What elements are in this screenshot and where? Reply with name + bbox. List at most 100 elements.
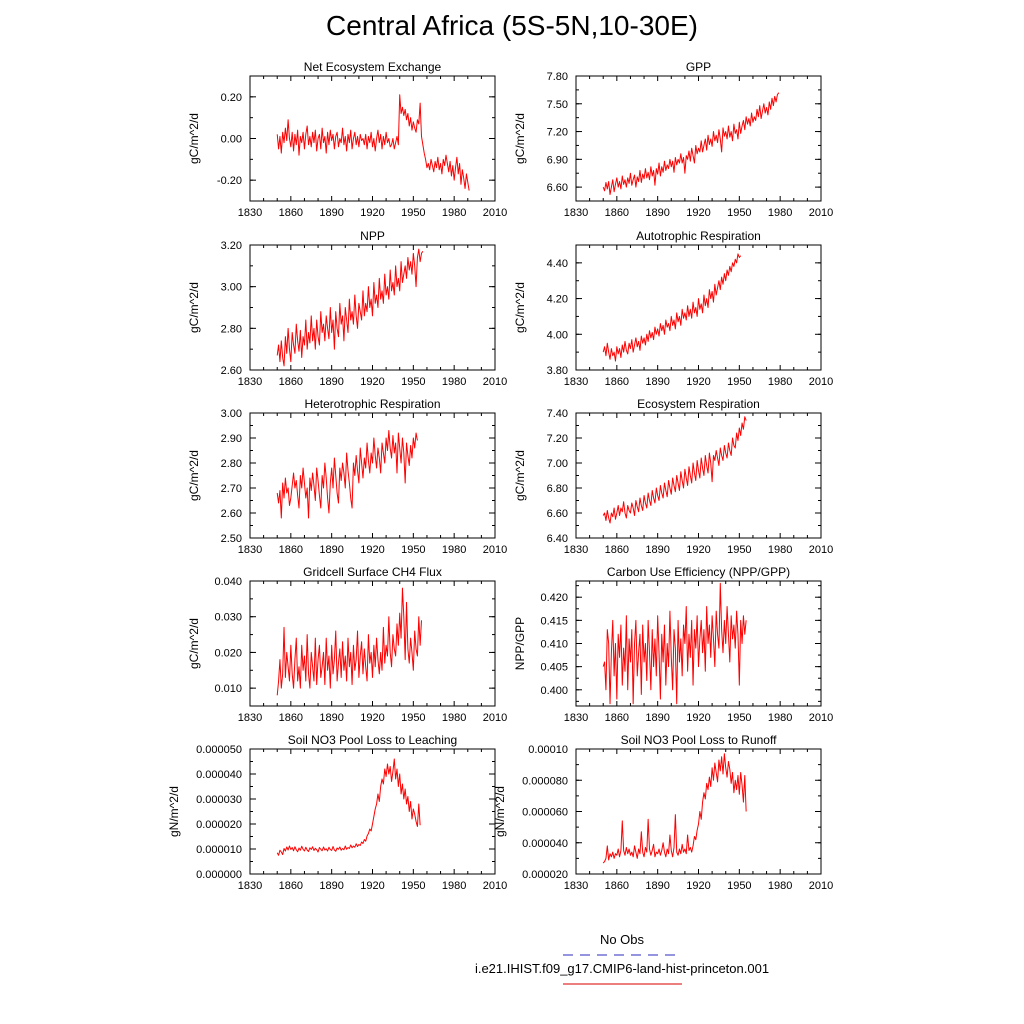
panel-5: Heterotrophic Respiration 1830 1860 1890 192… bbox=[187, 397, 507, 556]
x-tick-label: 1920 bbox=[686, 712, 710, 724]
x-tick-label: 1920 bbox=[360, 712, 384, 724]
plot-frame bbox=[575, 244, 822, 371]
x-tick-label: 1980 bbox=[442, 544, 466, 556]
x-tick-label: 1980 bbox=[768, 544, 792, 556]
x-tick-label: 1950 bbox=[401, 712, 425, 724]
series-line bbox=[276, 94, 470, 191]
x-tick-label: 1830 bbox=[238, 376, 262, 388]
plot-frame bbox=[249, 580, 496, 707]
panel-title: Soil NO3 Pool Loss to Runoff bbox=[621, 733, 778, 747]
y-tick-label: 6.80 bbox=[547, 483, 568, 495]
x-tick-label: 1980 bbox=[768, 207, 792, 219]
x-tick-label: 1980 bbox=[768, 376, 792, 388]
y-tick-label: 0.000030 bbox=[196, 794, 242, 806]
y-tick-label: 7.00 bbox=[547, 458, 568, 470]
y-tick-label: 2.70 bbox=[221, 483, 242, 495]
x-tick-label: 1860 bbox=[605, 544, 629, 556]
series-line bbox=[602, 416, 747, 524]
y-tick-label: 3.20 bbox=[221, 240, 242, 252]
y-axis-label: gC/m^2/d bbox=[513, 113, 527, 164]
x-tick-label: 1890 bbox=[319, 712, 343, 724]
x-tick-label: 1950 bbox=[727, 376, 751, 388]
panel-title: GPP bbox=[686, 60, 711, 74]
x-tick-label: 2010 bbox=[483, 376, 507, 388]
y-tick-label: -0.20 bbox=[217, 175, 242, 187]
x-tick-label: 1890 bbox=[645, 544, 669, 556]
x-tick-label: 1920 bbox=[360, 544, 384, 556]
x-tick-label: 1950 bbox=[727, 544, 751, 556]
y-tick-label: 0.010 bbox=[214, 683, 242, 695]
y-tick-label: 2.60 bbox=[221, 508, 242, 520]
plot-frame bbox=[575, 412, 822, 539]
x-tick-label: 1980 bbox=[768, 880, 792, 892]
plot-frame bbox=[249, 412, 496, 539]
y-tick-label: 0.000050 bbox=[196, 744, 242, 756]
panel-6: Ecosystem Respiration 1830 1860 1890 1920 195… bbox=[513, 397, 833, 556]
legend bbox=[563, 954, 682, 985]
x-tick-label: 2010 bbox=[483, 207, 507, 219]
panel-title: NPP bbox=[360, 229, 385, 243]
x-tick-label: 1830 bbox=[238, 880, 262, 892]
y-axis-label: gC/m^2/d bbox=[187, 282, 201, 333]
x-tick-label: 2010 bbox=[809, 712, 833, 724]
y-tick-label: 2.80 bbox=[221, 323, 242, 335]
x-tick-label: 1890 bbox=[645, 880, 669, 892]
y-axis-label: gN/m^2/d bbox=[167, 786, 181, 837]
x-tick-label: 1950 bbox=[727, 207, 751, 219]
y-tick-label: 0.030 bbox=[214, 612, 242, 624]
x-tick-label: 1830 bbox=[564, 207, 588, 219]
x-tick-label: 1830 bbox=[564, 712, 588, 724]
x-tick-label: 1830 bbox=[564, 544, 588, 556]
x-tick-label: 2010 bbox=[809, 376, 833, 388]
y-tick-label: 6.90 bbox=[547, 154, 568, 166]
x-tick-label: 1950 bbox=[727, 880, 751, 892]
series-line bbox=[276, 758, 421, 856]
x-tick-label: 2010 bbox=[483, 712, 507, 724]
panel-title: Autotrophic Respiration bbox=[636, 229, 761, 243]
y-tick-label: 0.000080 bbox=[522, 775, 568, 787]
x-tick-label: 1980 bbox=[442, 712, 466, 724]
x-tick-label: 1860 bbox=[605, 712, 629, 724]
series-line bbox=[602, 92, 780, 196]
figure-title: Central Africa (5S-5N,10-30E) bbox=[326, 10, 698, 41]
x-tick-label: 1860 bbox=[279, 880, 303, 892]
y-tick-label: 0.000010 bbox=[196, 844, 242, 856]
panel-3: NPP 1830 1860 1890 1920 1950 1980 2010 3.20 3.00 2… bbox=[187, 229, 507, 388]
panel-title: Gridcell Surface CH4 Flux bbox=[303, 565, 442, 579]
x-tick-label: 1950 bbox=[727, 712, 751, 724]
panel-title: Soil NO3 Pool Loss to Leaching bbox=[288, 733, 457, 747]
y-tick-label: 3.00 bbox=[221, 282, 242, 294]
y-tick-label: 7.20 bbox=[547, 433, 568, 445]
y-tick-label: 6.60 bbox=[547, 508, 568, 520]
y-axis-label: NPP/GPP bbox=[513, 617, 527, 670]
y-axis-label: gC/m^2/d bbox=[513, 282, 527, 333]
x-tick-label: 1920 bbox=[360, 376, 384, 388]
y-tick-label: 3.80 bbox=[547, 365, 568, 377]
y-tick-label: 0.000040 bbox=[196, 769, 242, 781]
series-line bbox=[276, 430, 418, 519]
y-tick-label: 4.20 bbox=[547, 294, 568, 306]
panel-4: Autotrophic Respiration 1830 1860 1890 1920 1… bbox=[513, 229, 833, 388]
panel-9: Soil NO3 Pool Loss to Leaching 1830 1860 18… bbox=[167, 733, 507, 892]
panel-7: Gridcell Surface CH4 Flux 1830 1860 1890 192… bbox=[187, 565, 507, 724]
y-tick-label: 0.000040 bbox=[522, 838, 568, 850]
y-tick-label: 0.020 bbox=[214, 647, 242, 659]
series-line bbox=[602, 582, 747, 705]
y-tick-label: 2.90 bbox=[221, 433, 242, 445]
plot-frame bbox=[575, 748, 822, 875]
x-tick-label: 1890 bbox=[319, 880, 343, 892]
x-tick-label: 1830 bbox=[564, 880, 588, 892]
y-axis-label: gC/m^2/d bbox=[187, 618, 201, 669]
x-tick-label: 1920 bbox=[686, 207, 710, 219]
y-tick-label: 0.040 bbox=[214, 576, 242, 588]
legend-case-label: i.e21.IHIST.f09_g17.CMIP6-land-hist-prin… bbox=[474, 961, 770, 976]
x-tick-label: 1920 bbox=[686, 880, 710, 892]
x-tick-label: 1920 bbox=[360, 207, 384, 219]
panel-8: Carbon Use Efficiency (NPP/GPP) 1830 1860 1… bbox=[513, 565, 833, 724]
x-tick-label: 1830 bbox=[238, 207, 262, 219]
y-axis-label: gC/m^2/d bbox=[187, 450, 201, 501]
panel-2: GPP 1830 1860 1890 1920 1950 1980 2010 7.80 7.50 7… bbox=[513, 60, 833, 219]
y-tick-label: 6.60 bbox=[547, 182, 568, 194]
y-tick-label: 2.50 bbox=[221, 533, 242, 545]
x-tick-label: 1950 bbox=[401, 376, 425, 388]
